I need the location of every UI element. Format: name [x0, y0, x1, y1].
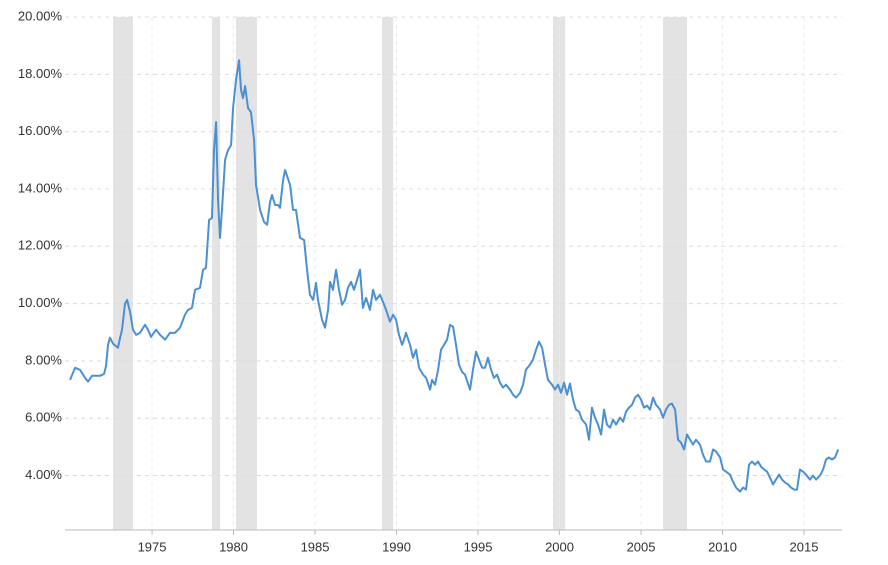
- y-tick-label: 10.00%: [18, 295, 63, 310]
- x-tick-label: 2000: [545, 539, 574, 554]
- x-tick-label: 1975: [138, 539, 167, 554]
- y-tick-label: 20.00%: [18, 8, 63, 23]
- rate-line: [69, 59, 840, 493]
- x-tick-label: 1980: [219, 539, 248, 554]
- recession-band: [663, 17, 687, 530]
- x-tick-label: 1985: [301, 539, 330, 554]
- recession-band: [235, 17, 258, 530]
- x-tick-label: 1995: [464, 539, 493, 554]
- x-tick-label: 1990: [382, 539, 411, 554]
- recession-band: [212, 17, 221, 530]
- y-tick-label: 18.00%: [18, 66, 63, 81]
- recession-band: [382, 17, 394, 530]
- y-tick-label: 12.00%: [18, 238, 63, 253]
- recession-band: [113, 17, 133, 530]
- y-tick-label: 16.00%: [18, 123, 63, 138]
- y-tick-label: 4.00%: [25, 467, 62, 482]
- y-tick-label: 6.00%: [25, 410, 62, 425]
- y-tick-label: 14.00%: [18, 180, 63, 195]
- x-tick-label: 2005: [627, 539, 656, 554]
- y-tick-label: 8.00%: [25, 352, 62, 367]
- x-tick-label: 2010: [708, 539, 737, 554]
- x-tick-label: 2015: [790, 539, 819, 554]
